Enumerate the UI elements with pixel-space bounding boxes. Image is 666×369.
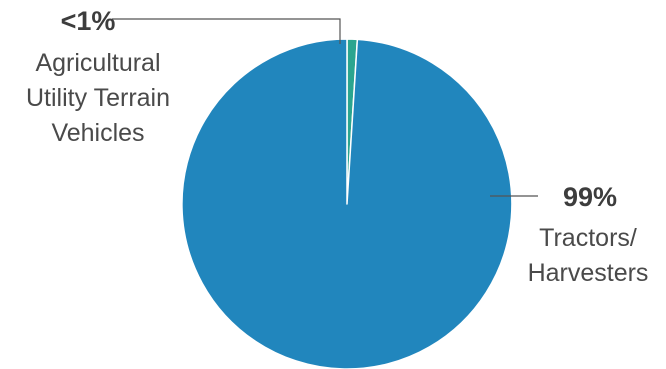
pie-slice-tractors [181, 38, 513, 369]
pie-slices [181, 38, 513, 369]
leader-line-utv [112, 18, 341, 44]
value-label-utv: <1% [61, 6, 116, 36]
slice-label-utv-line1: Agricultural [35, 49, 160, 77]
value-label-tractors: 99% [563, 182, 617, 212]
slice-label-utv-line2: Utility Terrain [26, 84, 170, 112]
slice-label-tractors-line2: Harvesters [528, 259, 649, 287]
slice-label-tractors-line1: Tractors/ [539, 224, 637, 252]
slice-label-utv-line3: Vehicles [51, 119, 144, 147]
